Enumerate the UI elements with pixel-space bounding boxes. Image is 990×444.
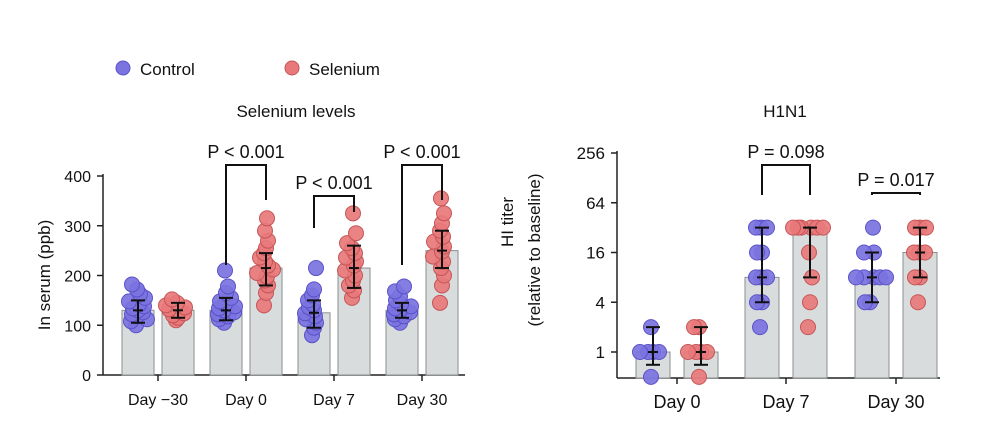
right-chart-title: H1N1: [763, 102, 806, 121]
significance-bracket: [761, 164, 811, 195]
data-point: [878, 269, 894, 286]
right-chart-ylabel-sub: (relative to baseline): [525, 173, 544, 326]
data-point: [680, 344, 696, 360]
x-tick-label: Day 0: [225, 392, 267, 409]
data-point: [865, 219, 881, 236]
significance-label: P = 0.017: [857, 170, 934, 190]
right-chart-ylabel: HI titer: [498, 197, 517, 247]
legend-selenium-label: Selenium: [309, 60, 380, 79]
y-tick-label: 64: [586, 194, 605, 213]
data-point: [785, 219, 801, 236]
data-point: [749, 244, 765, 261]
significance-label: P = 0.098: [747, 142, 824, 162]
data-point: [217, 262, 233, 279]
data-point: [436, 205, 452, 222]
x-tick-label: Day 7: [762, 392, 809, 412]
significance-label: P < 0.001: [295, 173, 372, 193]
y-tick-label: 100: [64, 318, 91, 335]
data-point: [396, 278, 412, 295]
left-chart-title: Selenium levels: [236, 102, 355, 121]
data-point: [220, 278, 236, 295]
y-tick-label: 300: [64, 219, 91, 236]
legend-control-marker: [115, 60, 131, 76]
significance-label: P < 0.001: [207, 142, 284, 162]
data-point: [632, 344, 648, 360]
data-point: [815, 219, 831, 236]
y-tick-label: 4: [596, 293, 605, 312]
significance-label: P < 0.001: [383, 142, 460, 162]
data-point: [259, 210, 275, 227]
y-tick-label: 400: [64, 169, 91, 186]
y-tick-label: 256: [577, 144, 605, 163]
legend-control-label: Control: [140, 60, 195, 79]
data-point: [848, 269, 864, 286]
y-tick-label: 16: [586, 244, 605, 263]
data-point: [800, 319, 816, 336]
data-point: [306, 281, 322, 298]
x-tick-label: Day 30: [397, 392, 448, 409]
x-tick-label: Day 7: [313, 392, 355, 409]
y-tick-label: 1: [596, 343, 605, 362]
data-point: [249, 265, 265, 282]
data-point: [339, 235, 355, 252]
data-point: [910, 294, 926, 311]
data-point: [348, 225, 364, 242]
y-tick-label: 200: [64, 269, 91, 286]
x-tick-label: Day −30: [128, 392, 188, 409]
x-tick-label: Day 0: [653, 392, 700, 412]
data-point: [124, 276, 140, 293]
left-chart: 0 100 200 300 400 Day −30 Day 0 Day 7 Day 30 P < …: [64, 142, 465, 409]
data-point: [308, 260, 324, 277]
x-tick-label: Day 30: [867, 392, 924, 412]
data-point: [802, 294, 818, 311]
data-point: [643, 368, 659, 385]
legend: Control Selenium: [115, 60, 380, 79]
data-point: [432, 294, 448, 311]
right-chart: 1 4 16 64 256 Day 0 Day 7 Day 30 P = 0.098 P = 0.…: [577, 142, 940, 412]
left-chart-ylabel: In serum (ppb): [35, 220, 54, 331]
significance-bracket: [871, 192, 921, 195]
significance-bracket: [401, 164, 443, 265]
data-point: [752, 319, 768, 336]
significance-bracket: [225, 164, 267, 265]
y-tick-label: 0: [82, 368, 91, 385]
data-point: [691, 368, 707, 385]
significance-bracket: [313, 195, 355, 228]
legend-selenium-marker: [284, 60, 300, 76]
